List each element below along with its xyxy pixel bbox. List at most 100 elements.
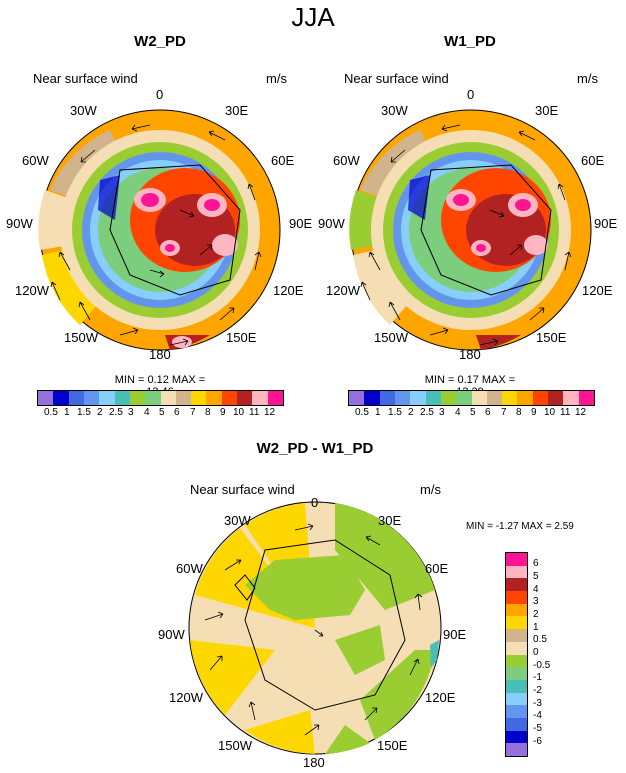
panel-units-w2: m/s [266, 71, 287, 86]
lon-label: 60W [333, 153, 360, 168]
colorbar-label: 1.5 [388, 407, 402, 418]
colorbar-label: 2.5 [109, 407, 123, 418]
lon-label: 0 [311, 495, 319, 510]
colorbar-w2 [37, 390, 284, 406]
colorbar-label: 1 [375, 407, 381, 418]
polar-map-field [38, 109, 281, 351]
colorbar-label: -5 [533, 723, 542, 734]
lon-label: 120E [273, 283, 304, 298]
colorbar-label: 9 [531, 407, 537, 418]
colorbar-label: 7 [501, 407, 507, 418]
polar-map-w1 [349, 109, 592, 351]
colorbar-label: 4 [144, 407, 150, 418]
colorbar-swatch [532, 391, 549, 405]
lon-label: 60W [22, 153, 49, 168]
colorbar-labels-w1: 0.5 1 1.5 2 2.5 3 4 5 6 7 8 9 10 11 12 [348, 407, 593, 421]
colorbar-swatch [38, 391, 54, 405]
lon-label: 150E [377, 738, 408, 753]
panel-stats-diff: MIN = -1.27 MAX = 2.59 [466, 521, 574, 532]
lon-label: 120W [15, 283, 49, 298]
colorbar-label: 2 [533, 609, 539, 620]
colorbar-label: 0.5 [44, 407, 58, 418]
colorbar-swatch [425, 391, 441, 405]
colorbar-label: -1 [533, 672, 542, 683]
colorbar-w1 [348, 390, 595, 406]
colorbar-swatch [221, 391, 238, 405]
colorbar-swatch [379, 391, 395, 405]
colorbar-swatch [517, 391, 533, 405]
colorbar-label: 0 [533, 647, 539, 658]
colorbar-label: 10 [233, 407, 245, 418]
panel-units-diff: m/s [420, 482, 441, 497]
colorbar-label: 5 [159, 407, 165, 418]
panel-left-label-w2: Near surface wind [33, 71, 138, 86]
lon-label: 120W [326, 283, 360, 298]
colorbar-swatch [99, 391, 115, 405]
colorbar-label: 2 [408, 407, 414, 418]
panel-title-w2: W2_PD [134, 33, 186, 50]
colorbar-swatch [267, 391, 283, 405]
colorbar-label: 5 [533, 571, 539, 582]
colorbar-label: -2 [533, 685, 542, 696]
colorbar-label: 10 [544, 407, 556, 418]
lon-label: 30E [225, 103, 249, 118]
colorbar-swatch [506, 730, 527, 744]
colorbar-label: 5 [470, 407, 476, 418]
panel-units-w1: m/s [577, 71, 598, 86]
colorbar-label: -0.5 [533, 660, 551, 671]
lon-label: 30E [378, 513, 402, 528]
wind-vectors [204, 523, 423, 736]
colorbar-label: 8 [516, 407, 522, 418]
colorbar-swatch [114, 391, 130, 405]
colorbar-swatch [145, 391, 161, 405]
colorbar-swatch [563, 391, 579, 405]
polar-map-w2 [38, 109, 281, 351]
colorbar-swatch [160, 391, 176, 405]
colorbar-swatch [506, 603, 527, 617]
lon-label: 180 [459, 347, 481, 362]
colorbar-swatch [506, 591, 527, 604]
colorbar-swatch [191, 391, 207, 405]
colorbar-label: 2.5 [420, 407, 434, 418]
lon-label: 60W [176, 561, 203, 576]
lon-label: 90E [443, 627, 467, 642]
lon-label: 120E [425, 690, 456, 705]
colorbar-swatch [502, 391, 518, 405]
lon-label: 90W [318, 216, 345, 231]
colorbar-swatch [506, 654, 527, 668]
colorbar-diff [505, 552, 528, 757]
colorbar-label: 1 [533, 622, 539, 633]
colorbar-label: 3 [439, 407, 445, 418]
polar-map-diff [188, 501, 442, 755]
lon-label: 150E [536, 330, 567, 345]
colorbar-swatch [506, 616, 527, 630]
colorbar-swatch [53, 391, 69, 405]
colorbar-swatch [506, 629, 527, 642]
colorbar-swatch [506, 717, 527, 731]
lon-label: 90E [594, 216, 618, 231]
lon-label: 30W [381, 103, 408, 118]
lon-label: 150E [226, 330, 257, 345]
lon-label: 150W [374, 330, 408, 345]
colorbar-label: 1.5 [77, 407, 91, 418]
colorbar-swatch [364, 391, 380, 405]
lon-label: 120W [169, 690, 203, 705]
colorbar-swatch [506, 565, 527, 579]
panel-left-label-w1: Near surface wind [344, 71, 449, 86]
colorbar-label: 0.5 [355, 407, 369, 418]
colorbar-swatch [394, 391, 411, 405]
colorbar-swatch [68, 391, 84, 405]
lon-label: 0 [156, 87, 164, 102]
wind-vectors [360, 124, 572, 346]
colorbar-swatch [506, 553, 527, 566]
colorbar-label: 3 [533, 596, 539, 607]
lon-label: 0 [467, 87, 475, 102]
colorbar-labels-w2: 0.5 1 1.5 2 2.5 3 4 5 6 7 8 9 10 11 12 [37, 407, 282, 421]
colorbar-swatch [237, 391, 253, 405]
panel-left-label-diff: Near surface wind [190, 482, 295, 497]
colorbar-label: 2 [97, 407, 103, 418]
colorbar-swatch [506, 578, 527, 592]
lon-label: 60E [271, 153, 295, 168]
lon-label: 90W [6, 216, 33, 231]
colorbar-label: -6 [533, 736, 542, 747]
